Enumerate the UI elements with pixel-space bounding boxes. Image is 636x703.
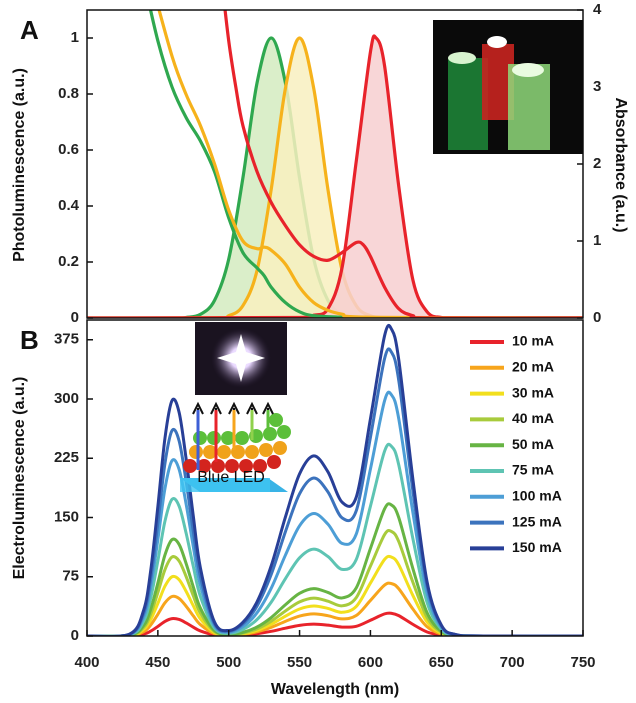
- legend-label: 150 mA: [512, 539, 562, 555]
- y-tick-label: 0.4: [58, 197, 80, 214]
- inset-label: Blue LED: [197, 469, 265, 486]
- legend-label: 50 mA: [512, 436, 554, 452]
- led-diagram: Blue LED: [180, 401, 291, 492]
- x-tick-label: 500: [216, 654, 241, 671]
- x-tick-label: 700: [500, 654, 525, 671]
- plot-b: [87, 323, 583, 636]
- y-tick-label: 150: [54, 508, 79, 525]
- y-tick-label: 300: [54, 390, 79, 407]
- x-axis-label: Wavelength (nm): [271, 681, 399, 698]
- y2-tick-label: 3: [593, 78, 601, 95]
- line: [87, 611, 583, 636]
- y-axis-label: Electroluminescence (a.u.): [11, 377, 28, 580]
- y2-tick-label: 0: [593, 309, 601, 326]
- legend-label: 20 mA: [512, 359, 554, 375]
- y-axis-label: Photoluminescence (a.u.): [11, 68, 28, 262]
- legend-label: 10 mA: [512, 333, 554, 349]
- y-tick-label: 0.2: [58, 253, 79, 270]
- x-tick-label: 650: [429, 654, 454, 671]
- x-tick-label: 400: [74, 654, 99, 671]
- line: [223, 10, 583, 318]
- legend-label: 100 mA: [512, 488, 562, 504]
- y-tick-label: 225: [54, 449, 79, 466]
- line: [87, 502, 583, 636]
- legend-label: 75 mA: [512, 462, 554, 478]
- y2-axis-label: Absorbance (a.u.): [612, 97, 629, 232]
- x-tick-label: 550: [287, 654, 312, 671]
- y-tick-label: 0.6: [58, 141, 79, 158]
- line: [87, 442, 583, 636]
- legend-label: 125 mA: [512, 513, 562, 529]
- line: [87, 323, 583, 636]
- legend-label: 30 mA: [512, 384, 554, 400]
- panel-label: A: [20, 15, 39, 45]
- frame-b: [86, 319, 584, 637]
- y2-tick-label: 4: [593, 1, 602, 18]
- y2-tick-label: 2: [593, 155, 601, 172]
- panel-label: B: [20, 325, 39, 355]
- line: [87, 581, 583, 636]
- y-tick-label: 0: [71, 627, 79, 644]
- y-tick-label: 75: [62, 568, 79, 585]
- y-tick-label: 0: [71, 309, 79, 326]
- x-tick-label: 450: [145, 654, 170, 671]
- y-tick-label: 375: [54, 331, 79, 348]
- line: [87, 529, 583, 636]
- y2-tick-label: 1: [593, 232, 601, 249]
- x-tick-label: 750: [570, 654, 595, 671]
- line: [157, 10, 583, 318]
- inset-photo-vials: [433, 20, 583, 154]
- line: [87, 390, 583, 636]
- legend-label: 40 mA: [512, 410, 554, 426]
- area: [87, 38, 583, 318]
- y-tick-label: 1: [71, 29, 79, 46]
- line: [87, 554, 583, 636]
- inset-photo-led: [195, 322, 287, 395]
- y-tick-label: 0.8: [58, 85, 79, 102]
- line: [148, 10, 583, 318]
- x-tick-label: 600: [358, 654, 383, 671]
